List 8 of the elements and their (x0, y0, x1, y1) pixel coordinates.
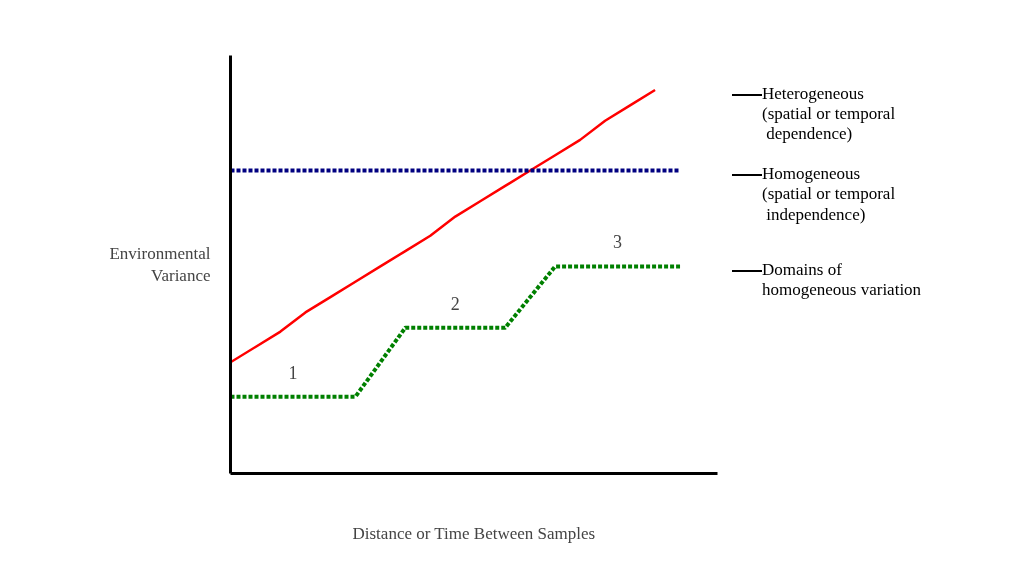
annotation: 3 (613, 232, 623, 253)
annotation: 2 (450, 293, 460, 314)
text: Homogeneous (spatial or temporal independence) (762, 164, 896, 226)
annotation: 1 (288, 362, 298, 383)
text: Domains of homogeneous variation (762, 259, 922, 301)
x-axis-title: Distance or Time Between Samples (352, 523, 596, 543)
text: Heterogeneous (spatial or temporal dependence) (762, 83, 896, 145)
y-axis-title: Environmental Variance (109, 243, 211, 286)
